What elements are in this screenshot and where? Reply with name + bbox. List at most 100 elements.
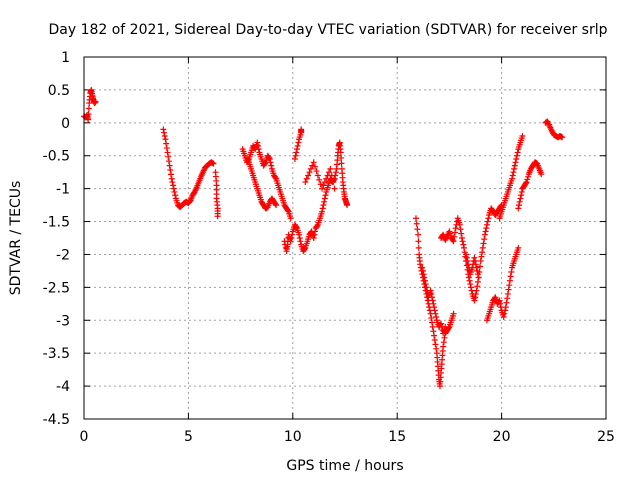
data-point [430, 328, 437, 335]
data-point [451, 233, 458, 240]
data-point [524, 176, 531, 183]
data-point [165, 158, 172, 165]
x-tick-label: 5 [184, 429, 193, 445]
data-point [513, 152, 520, 159]
data-point [272, 200, 279, 207]
data-point [427, 287, 434, 294]
data-point [466, 277, 473, 284]
data-point [467, 281, 474, 288]
data-point [450, 310, 457, 317]
data-point [172, 192, 179, 199]
data-point [171, 188, 178, 195]
y-tick-label: -3.5 [43, 346, 70, 362]
data-point [465, 274, 472, 281]
data-point [317, 181, 324, 188]
data-point [273, 202, 280, 209]
data-point [312, 163, 319, 170]
data-point [509, 172, 516, 179]
data-point [320, 202, 327, 209]
data-point [502, 307, 509, 314]
data-point [428, 315, 435, 322]
data-point [294, 142, 301, 149]
data-point [431, 332, 438, 339]
data-point [310, 235, 317, 241]
data-point [505, 286, 512, 293]
data-point [519, 132, 526, 139]
data-point [548, 127, 555, 134]
data-point [344, 202, 351, 209]
data-point [511, 162, 518, 169]
data-point [430, 300, 437, 307]
data-point [433, 313, 440, 320]
y-tick-label: -3 [56, 313, 70, 329]
data-point [417, 261, 424, 268]
data-point [480, 240, 487, 247]
data-point [291, 156, 298, 163]
data-point [481, 231, 488, 238]
data-point [287, 238, 294, 245]
data-point [316, 176, 323, 183]
data-point [463, 254, 470, 261]
data-point [473, 287, 480, 294]
data-point [523, 179, 530, 186]
data-point [321, 195, 328, 202]
x-tick-label: 10 [284, 429, 302, 445]
data-point [251, 145, 258, 152]
data-point [440, 343, 447, 350]
data-point [517, 195, 524, 202]
data-point [295, 139, 302, 146]
data-point [210, 160, 217, 167]
chart-title: Day 182 of 2021, Sidereal Day-to-day VTE… [48, 22, 607, 38]
data-point [419, 267, 426, 274]
data-point [559, 134, 566, 141]
grid-lines [84, 57, 606, 419]
data-point [456, 221, 463, 228]
plot-frame [83, 56, 607, 420]
data-point [525, 173, 532, 180]
data-point [496, 297, 503, 304]
data-point [415, 231, 422, 238]
x-axis-label: GPS time / hours [286, 458, 403, 474]
data-point [419, 264, 426, 271]
data-point [160, 126, 167, 133]
data-point [170, 182, 177, 189]
data-point [422, 277, 429, 284]
data-point [296, 231, 303, 238]
data-point [293, 149, 300, 156]
data-point [475, 274, 482, 281]
data-point [440, 339, 447, 346]
data-point [471, 254, 478, 261]
data-point [309, 162, 316, 169]
data-point [306, 169, 313, 176]
data-point [481, 236, 488, 243]
data-point [500, 313, 507, 320]
data-point [331, 175, 338, 182]
data-point [442, 323, 449, 330]
data-point [463, 251, 470, 258]
data-point [474, 271, 481, 278]
data-point [504, 290, 511, 297]
data-point [261, 160, 268, 167]
data-point [471, 297, 478, 304]
data-point [449, 237, 456, 244]
y-tick-label: -4.5 [43, 412, 70, 428]
data-point [323, 175, 330, 182]
data-point [511, 165, 518, 172]
data-point [509, 175, 516, 182]
data-point [255, 146, 262, 153]
data-point [169, 179, 176, 186]
data-point [272, 174, 279, 181]
data-point [477, 258, 484, 265]
data-point [420, 271, 427, 278]
data-point [268, 162, 275, 169]
data-point [515, 244, 522, 251]
data-point [332, 169, 339, 176]
data-point [319, 185, 326, 192]
data-point [433, 345, 440, 352]
x-tick-label: 15 [388, 429, 406, 445]
data-point [429, 294, 435, 301]
data-point [330, 179, 337, 186]
data-point [512, 159, 519, 166]
data-point [307, 165, 314, 172]
